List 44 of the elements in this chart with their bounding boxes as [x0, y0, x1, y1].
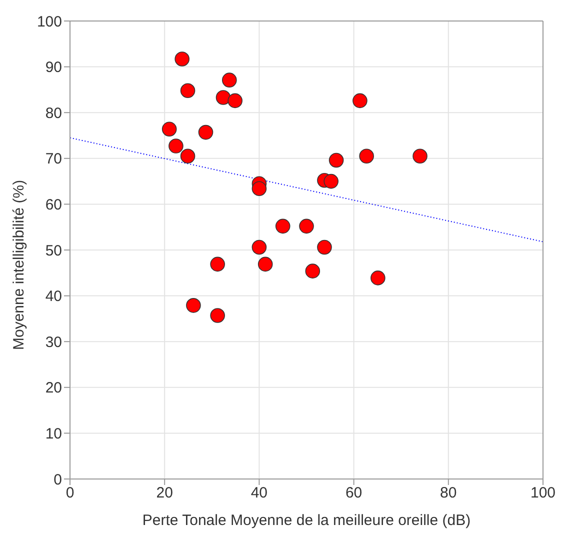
x-tick-label: 80: [440, 484, 457, 502]
point: [180, 83, 196, 98]
y-tick-label: 70: [45, 150, 62, 168]
y-axis-title: Moyenne intelligibilité (%): [10, 180, 28, 350]
point: [328, 152, 344, 168]
y-tick-label: 0: [54, 471, 62, 488]
point: [317, 240, 332, 255]
point: [252, 181, 267, 196]
point: [222, 72, 237, 88]
point: [210, 308, 225, 323]
point: [305, 264, 320, 278]
x-axis-title: Perte Tonale Moyenne de la meilleure oreille (dB): [142, 512, 471, 529]
point: [228, 93, 242, 108]
point: [180, 148, 196, 164]
x-tick-label: 60: [345, 484, 362, 502]
y-tick-label: 10: [45, 426, 62, 443]
x-tick-label: 20: [156, 484, 173, 502]
x-tick-label: 40: [250, 484, 268, 502]
point: [275, 218, 290, 234]
point: [168, 138, 184, 154]
y-tick-label: 40: [45, 288, 62, 306]
x-tick-label: 100: [530, 484, 556, 502]
point: [324, 174, 338, 189]
point: [210, 256, 225, 272]
y-tick-label: 20: [45, 380, 62, 397]
point: [186, 298, 201, 313]
point: [198, 124, 214, 140]
x-tick-label: 0: [66, 484, 74, 502]
point: [174, 52, 190, 66]
point: [258, 256, 273, 272]
y-tick-label: 100: [36, 13, 62, 30]
point: [412, 148, 428, 164]
y-tick-label: 60: [45, 196, 62, 214]
point: [299, 218, 314, 234]
point: [252, 240, 267, 255]
y-tick-label: 50: [45, 242, 62, 260]
point: [162, 122, 177, 136]
point: [352, 93, 368, 108]
point: [359, 148, 374, 164]
point: [370, 270, 386, 286]
y-tick-label: 80: [45, 104, 62, 122]
point: [216, 90, 231, 105]
y-tick-label: 90: [45, 59, 62, 76]
y-tick-label: 30: [45, 334, 62, 351]
